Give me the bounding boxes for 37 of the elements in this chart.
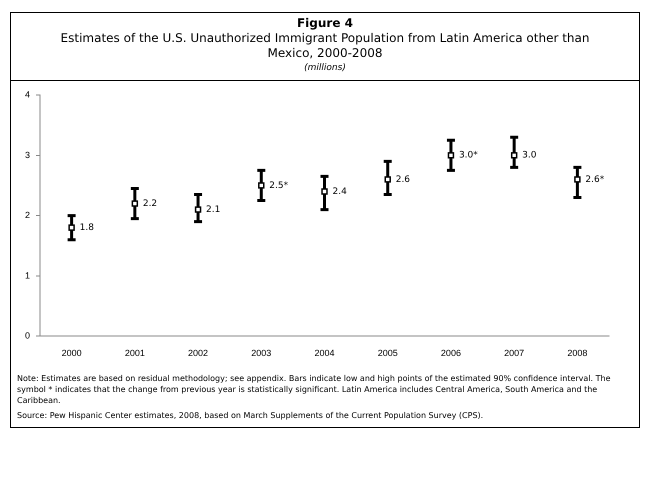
x-tick-label: 2006 [440,348,461,358]
x-tick-label: 2008 [567,348,588,358]
data-label: 2.1 [206,204,220,215]
x-tick-label: 2005 [378,348,398,358]
x-tick-label: 2007 [504,348,524,358]
data-label: 2.4 [332,186,348,197]
point [132,200,138,207]
point [258,182,265,189]
point [510,152,518,159]
y-tick-label: 2 [24,210,30,220]
data-label: 3.0 [522,150,537,161]
data-label: 3.0* [458,150,478,161]
x-tick-label: 2001 [124,348,145,358]
point [194,206,202,213]
chart-subtitle: Estimates of the U.S. Unauthorized Immigrant Population from Latin America other than Mexico, 2000-2008 [60,31,590,61]
y-tick-label: 0 [24,330,30,341]
y-tick-label: 4 [24,89,30,100]
point [384,176,391,183]
x-tick-label: 2003 [251,348,272,358]
data-label: 2.5* [269,180,289,191]
point [321,188,328,195]
data-label: 2.6 [396,174,410,185]
source-note: Source: Pew Hispanic Center estimates, 2008, based on March Supplements of the Current Population Survey (CPS). [17,410,484,421]
chart-title: Figure 4 [296,16,354,31]
x-tick-label: 2004 [314,348,335,358]
x-tick-label: 2002 [188,348,208,358]
data-label: 2.2 [142,198,158,209]
text: Note: Estimates are based on residual methodology; see appendix. Bars indicate low and high points of the estimated 90% confidence interval. The symbol * indicates that the change from previous year is statistically significant. Latin America includes Central America, South America and the Caribbean. [17,373,612,406]
point [448,152,454,159]
point [574,176,581,183]
y-axis-title: (millions) [303,62,347,75]
y-tick-label: 3 [24,150,30,160]
point [68,224,75,231]
data-label: 1.8 [80,223,94,234]
x-tick-label: 2000 [62,348,82,358]
y-tick-label: 1 [24,270,30,280]
data-label: 2.6* [585,174,605,185]
